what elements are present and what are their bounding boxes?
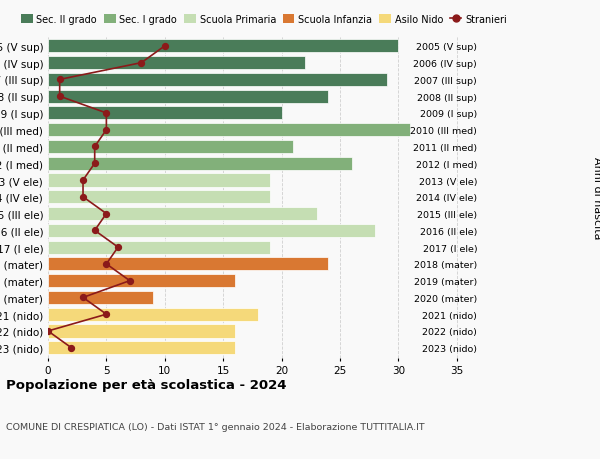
- Bar: [48, 291, 153, 304]
- Point: [90, 160, 100, 168]
- Bar: [48, 207, 317, 221]
- Bar: [48, 40, 398, 53]
- Bar: [48, 124, 410, 137]
- Bar: [48, 241, 270, 254]
- Bar: [48, 174, 270, 187]
- Point: [55, 93, 64, 101]
- Point: [101, 261, 111, 268]
- Point: [67, 344, 76, 352]
- Point: [90, 227, 100, 235]
- Bar: [48, 107, 281, 120]
- Point: [101, 210, 111, 218]
- Point: [113, 244, 123, 251]
- Text: Popolazione per età scolastica - 2024: Popolazione per età scolastica - 2024: [6, 379, 287, 392]
- Point: [43, 328, 53, 335]
- Bar: [48, 325, 235, 338]
- Text: Anni di nascita: Anni di nascita: [592, 156, 600, 239]
- Point: [125, 277, 134, 285]
- Bar: [48, 274, 235, 288]
- Bar: [48, 74, 386, 87]
- Point: [78, 177, 88, 185]
- Bar: [48, 308, 258, 321]
- Point: [78, 194, 88, 201]
- Bar: [48, 224, 375, 237]
- Bar: [48, 157, 352, 170]
- Bar: [48, 140, 293, 154]
- Point: [137, 60, 146, 67]
- Point: [101, 110, 111, 118]
- Point: [160, 43, 170, 50]
- Bar: [48, 341, 235, 354]
- Point: [90, 144, 100, 151]
- Bar: [48, 258, 328, 271]
- Bar: [48, 191, 270, 204]
- Point: [78, 294, 88, 302]
- Text: COMUNE DI CRESPIATICA (LO) - Dati ISTAT 1° gennaio 2024 - Elaborazione TUTTITALI: COMUNE DI CRESPIATICA (LO) - Dati ISTAT …: [6, 422, 425, 431]
- Bar: [48, 57, 305, 70]
- Point: [101, 311, 111, 318]
- Legend: Sec. II grado, Sec. I grado, Scuola Primaria, Scuola Infanzia, Asilo Nido, Stran: Sec. II grado, Sec. I grado, Scuola Prim…: [17, 11, 511, 28]
- Bar: [48, 90, 328, 103]
- Point: [55, 77, 64, 84]
- Point: [101, 127, 111, 134]
